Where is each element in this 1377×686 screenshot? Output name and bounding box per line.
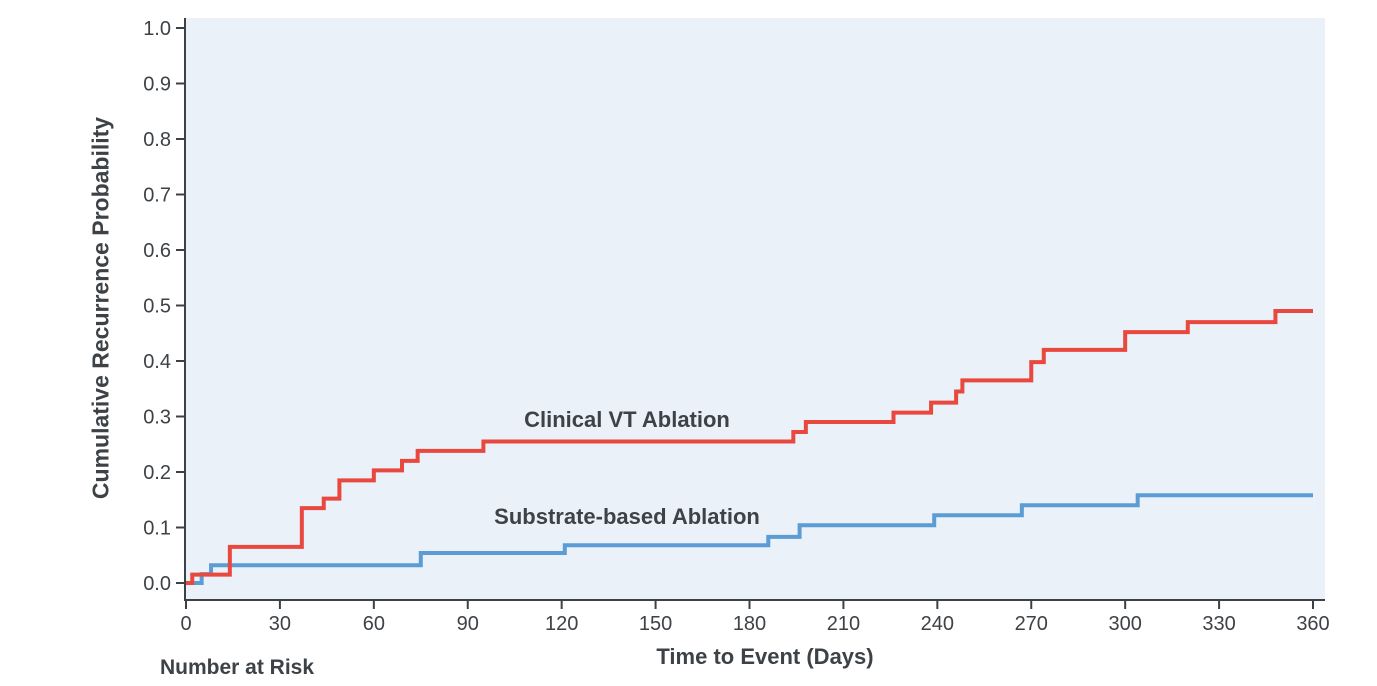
- x-tick-label: 300: [1108, 613, 1141, 635]
- y-tick-label: 0.4: [143, 351, 171, 373]
- y-tick-label: 0.7: [143, 185, 171, 207]
- series-label-clinical-vt-ablation: Clinical VT Ablation: [524, 407, 730, 432]
- y-tick-label: 0.5: [143, 296, 171, 318]
- x-tick-label: 60: [363, 613, 385, 635]
- x-axis-title: Time to Event (Days): [656, 644, 874, 669]
- x-tick-label: 210: [827, 613, 860, 635]
- number-at-risk-label: Number at Risk: [160, 656, 315, 679]
- x-tick-label: 180: [733, 613, 766, 635]
- x-tick-label: 0: [180, 613, 191, 635]
- y-tick-label: 0.2: [143, 462, 171, 484]
- x-tick-label: 270: [1015, 613, 1048, 635]
- x-tick-label: 120: [545, 613, 578, 635]
- x-tick-label: 30: [269, 613, 291, 635]
- y-tick-label: 0.8: [143, 129, 171, 151]
- y-tick-label: 0.0: [143, 573, 171, 595]
- y-tick-label: 0.1: [143, 518, 171, 540]
- y-axis-title: Cumulative Recurrence Probability: [87, 116, 114, 500]
- curve-substrate-based-ablation: [186, 493, 1313, 585]
- x-tick-label: 330: [1202, 613, 1235, 635]
- curve-clinical-vt-ablation: [186, 309, 1313, 585]
- y-tick-label: 0.9: [143, 74, 171, 96]
- x-tick-label: 240: [921, 613, 954, 635]
- y-tick-label: 1.0: [143, 18, 171, 40]
- y-tick-label: 0.6: [143, 240, 171, 262]
- plot-area: [185, 18, 1325, 600]
- x-tick-label: 90: [457, 613, 479, 635]
- series-label-substrate-based-ablation: Substrate-based Ablation: [494, 504, 760, 529]
- y-tick-label: 0.3: [143, 407, 171, 429]
- x-tick-label: 360: [1296, 613, 1329, 635]
- x-tick-label: 150: [639, 613, 672, 635]
